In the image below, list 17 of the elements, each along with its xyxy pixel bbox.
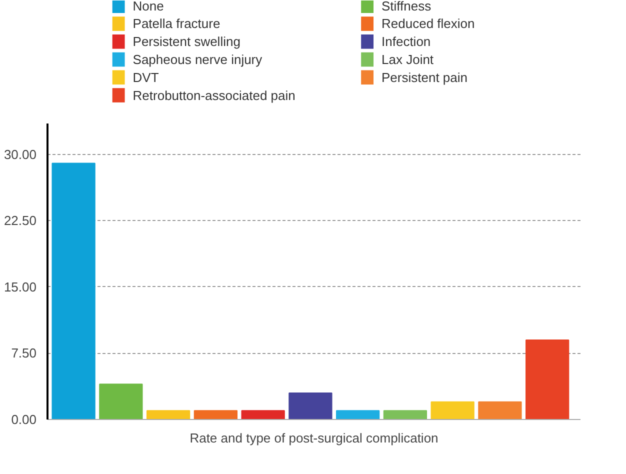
legend-label: None (132, 0, 164, 14)
y-tick-label: 22.50 (4, 213, 37, 228)
legend-label: Reduced flexion (382, 16, 475, 32)
y-tick-label: 30.00 (4, 146, 37, 162)
y-tick-label: 0.00 (11, 412, 37, 427)
y-tick-label: 7.50 (11, 346, 37, 361)
legend-label: Persistent pain (382, 70, 468, 85)
legend-label: Lax Joint (382, 52, 434, 67)
legend-label: Stiffness (382, 0, 432, 14)
legend-label: Infection (382, 34, 431, 50)
legend-label: Retrobutton-associated pain (132, 88, 296, 103)
x-axis-title: Rate and type of post-surgical complication (190, 430, 438, 446)
legend-label: Patella fracture (132, 16, 220, 32)
legend-label: DVT (132, 70, 159, 85)
legend-label: Persistent swelling (132, 34, 240, 50)
y-tick-label: 15.00 (4, 279, 37, 294)
legend-label: Sapheous nerve injury (132, 52, 263, 67)
